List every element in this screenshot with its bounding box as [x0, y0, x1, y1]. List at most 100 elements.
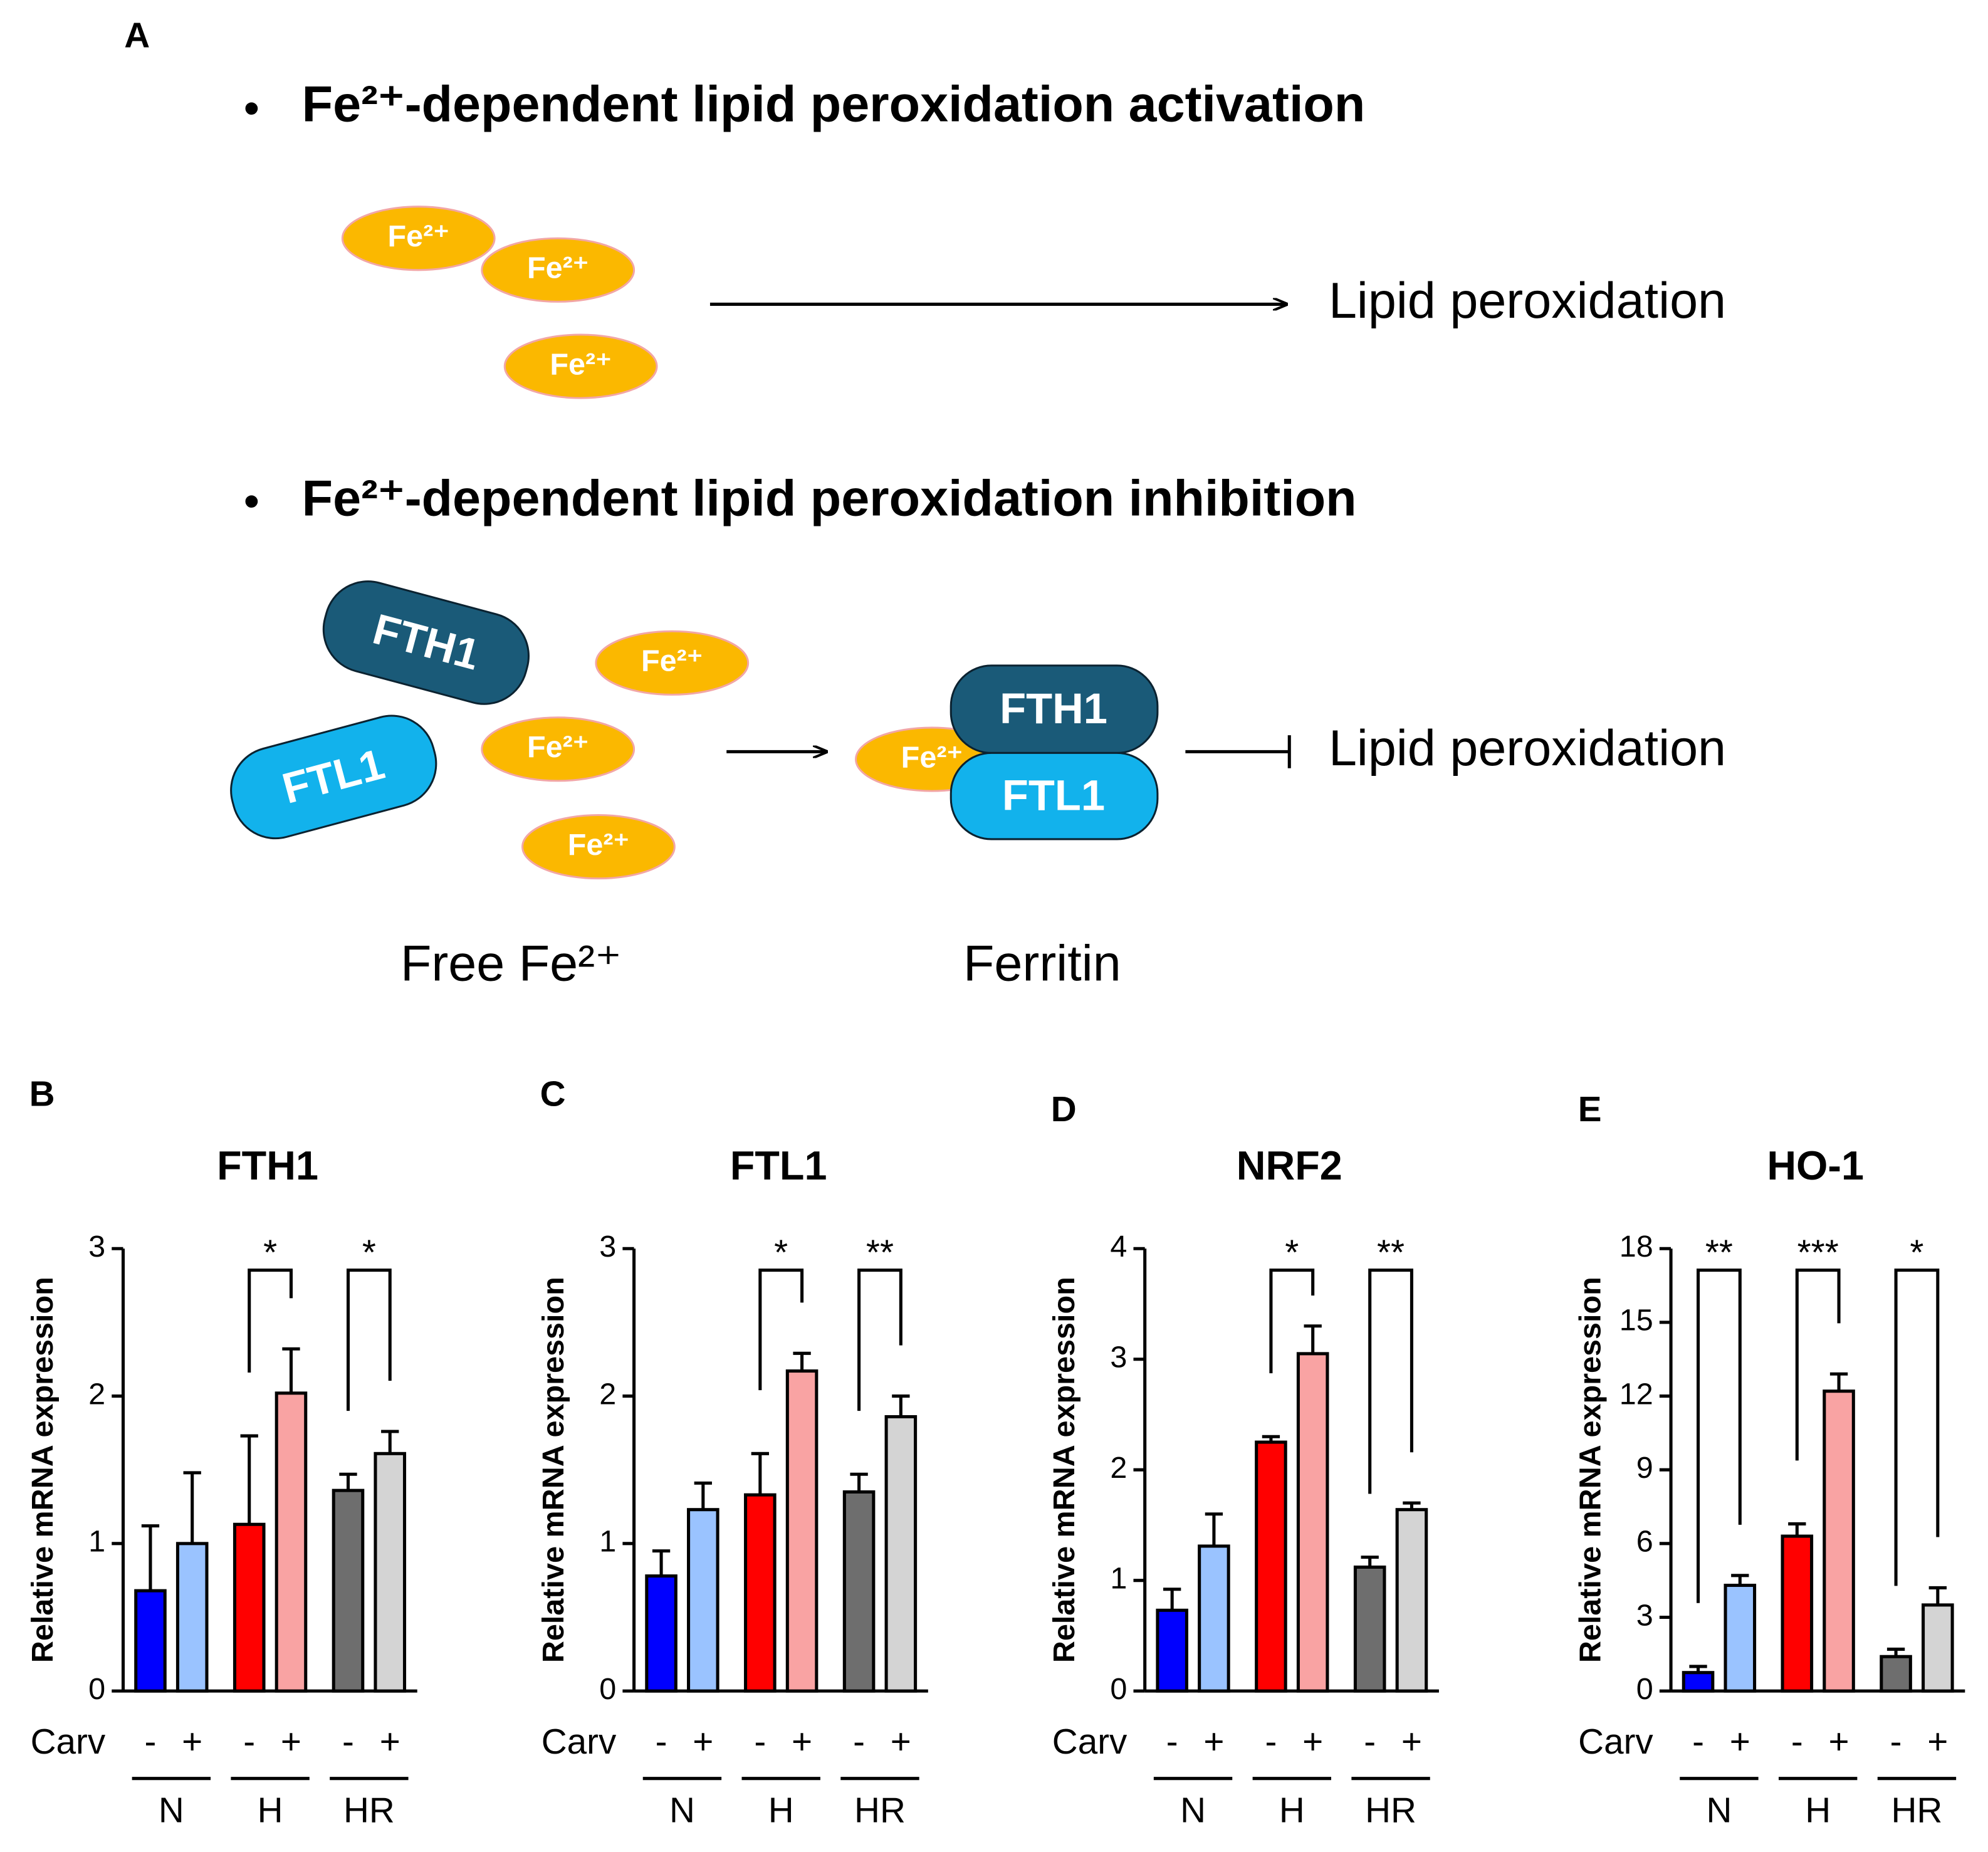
chart-title: HO-1 [1767, 1143, 1864, 1188]
iron-ion [595, 630, 750, 696]
y-tick-label: 3 [1636, 1598, 1653, 1632]
x-tick-label: - [1265, 1722, 1277, 1762]
bar [744, 1493, 777, 1693]
significance-label: *** [1797, 1233, 1839, 1272]
bar [1395, 1508, 1428, 1693]
x-tick-label: + [182, 1722, 202, 1762]
y-tick-label: 2 [88, 1377, 105, 1411]
protein-label: FTL1 [1002, 771, 1105, 819]
complex-protein [950, 751, 1159, 840]
iron-ion [481, 716, 636, 782]
x-tick-label: - [1166, 1722, 1178, 1762]
chart-title: FTL1 [730, 1143, 827, 1188]
x-axis-label: Carv [1578, 1722, 1653, 1762]
bar [1781, 1534, 1814, 1693]
significance-label: * [1285, 1233, 1299, 1272]
x-tick-label: + [380, 1722, 400, 1762]
result-label: Lipid peroxidation [1329, 720, 1726, 777]
significance-bracket [346, 1269, 392, 1411]
group-label: H [1279, 1791, 1305, 1830]
significance-bracket [857, 1269, 902, 1411]
bar [1156, 1608, 1188, 1693]
caption: Free Fe²⁺ [400, 936, 622, 992]
x-tick-label: - [1364, 1722, 1376, 1762]
bar [687, 1508, 719, 1693]
bar [1880, 1655, 1912, 1693]
x-tick-label: - [145, 1722, 157, 1762]
y-tick-label: 1 [1110, 1561, 1127, 1595]
group-label: N [159, 1791, 184, 1830]
bar [645, 1574, 677, 1693]
significance-bracket [758, 1269, 804, 1391]
bullet: • [244, 476, 260, 526]
y-tick-label: 0 [88, 1672, 105, 1706]
panel-label: E [1578, 1090, 1602, 1129]
y-tick-label: 0 [1636, 1672, 1653, 1706]
bar [785, 1369, 819, 1693]
x-tick-label: - [853, 1722, 865, 1762]
iron-label: Fe²⁺ [901, 740, 963, 774]
y-tick-label: 4 [1110, 1230, 1127, 1263]
x-tick-label: + [1829, 1722, 1849, 1762]
significance-label: * [1910, 1233, 1923, 1272]
y-tick-label: 6 [1636, 1525, 1653, 1559]
chart-title: NRF2 [1237, 1143, 1342, 1188]
y-tick-label: 1 [599, 1525, 616, 1559]
significance-bracket [1894, 1269, 1940, 1586]
y-tick-label: 2 [599, 1377, 616, 1411]
protein-shape [322, 580, 530, 705]
x-tick-label: + [1203, 1722, 1224, 1762]
x-tick-label: - [342, 1722, 354, 1762]
x-tick-label: + [891, 1722, 911, 1762]
iron-ion [341, 206, 496, 271]
group-label: H [258, 1791, 283, 1830]
section-heading: Fe²⁺-dependent lipid peroxidation activa… [302, 76, 1366, 132]
protein: FTH1 [322, 580, 530, 705]
section-heading: Fe²⁺-dependent lipid peroxidation inhibi… [302, 470, 1357, 526]
y-tick-label: 18 [1619, 1230, 1653, 1263]
x-axis-label: Carv [1052, 1722, 1127, 1762]
bar [1198, 1544, 1230, 1693]
x-axis-label: Carv [541, 1722, 617, 1762]
significance-bracket [1697, 1269, 1742, 1603]
x-tick-label: - [1791, 1722, 1803, 1762]
x-tick-label: + [281, 1722, 301, 1762]
panel-label: D [1051, 1090, 1077, 1129]
y-tick-label: 3 [1110, 1341, 1127, 1374]
x-tick-label: - [1890, 1722, 1902, 1762]
y-tick-label: 12 [1619, 1377, 1653, 1411]
iron-label: Fe²⁺ [550, 347, 611, 381]
bar [233, 1522, 266, 1693]
iron-label: Fe²⁺ [388, 219, 449, 253]
iron-ion [521, 814, 676, 880]
group-label: N [1180, 1791, 1206, 1830]
group-label: H [1805, 1791, 1831, 1830]
x-tick-label: - [243, 1722, 255, 1762]
y-tick-label: 2 [1110, 1451, 1127, 1485]
x-axis-label: Carv [31, 1722, 106, 1762]
iron-label: Fe²⁺ [527, 251, 589, 285]
y-axis-label: Relative mRNA expression [1573, 1277, 1607, 1663]
group-label: N [1706, 1791, 1732, 1830]
x-tick-label: + [792, 1722, 812, 1762]
significance-label: * [263, 1233, 277, 1272]
group-label: H [768, 1791, 794, 1830]
x-tick-label: + [1730, 1722, 1750, 1762]
bar [1296, 1352, 1329, 1693]
x-tick-label: + [693, 1722, 713, 1762]
protein-label: FTH1 [1000, 684, 1107, 733]
group-label: N [669, 1791, 695, 1830]
y-axis-label: Relative mRNA expression [1047, 1277, 1081, 1663]
protein: FTL1 [230, 714, 437, 840]
bar [175, 1542, 209, 1693]
x-tick-label: - [1692, 1722, 1704, 1762]
y-tick-label: 9 [1636, 1451, 1653, 1485]
bar [1823, 1389, 1855, 1693]
group-label: HR [1365, 1791, 1416, 1830]
panel-label: C [540, 1074, 566, 1114]
significance-label: ** [1705, 1233, 1733, 1272]
significance-bracket [248, 1269, 293, 1373]
iron-label: Fe²⁺ [641, 644, 703, 678]
bar [374, 1452, 407, 1693]
